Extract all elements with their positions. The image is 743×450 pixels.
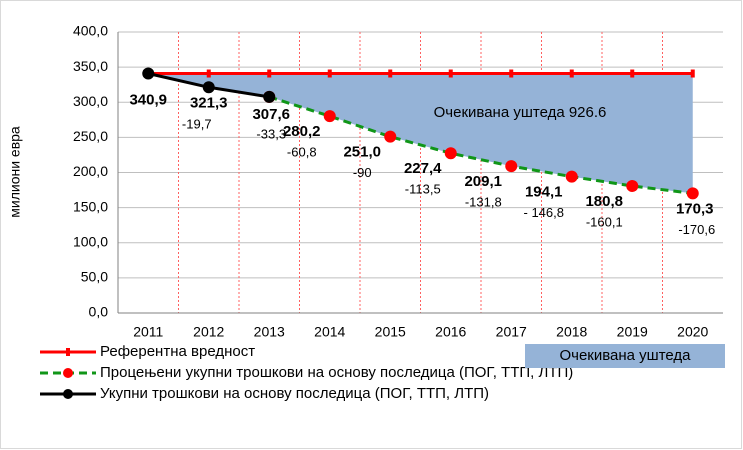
marker: [509, 69, 514, 78]
y-tick-label: 350,0: [73, 58, 108, 74]
marker: [388, 69, 393, 78]
legend-label: Укупни трошкови на основу последица (ПОГ…: [100, 385, 489, 402]
y-tick-label: 200,0: [73, 163, 108, 179]
y-tick-label: 0,0: [89, 304, 109, 320]
difference-label: -60,8: [287, 145, 317, 160]
annotation: Очекивана уштеда 926.6: [434, 104, 607, 121]
marker: [505, 160, 518, 173]
value-label: 280,2: [283, 123, 321, 140]
difference-label: -90: [353, 165, 372, 180]
marker: [323, 110, 336, 123]
marker: [444, 147, 457, 160]
marker: [690, 69, 695, 78]
y-tick-label: 250,0: [73, 128, 108, 144]
x-tick-label: 2011: [133, 324, 163, 340]
x-tick-label: 2016: [435, 324, 466, 340]
difference-label: -33,3: [256, 126, 286, 141]
marker: [384, 130, 397, 143]
value-label: 170,3: [676, 200, 714, 217]
legend-label: Процењени укупни трошкови на основу посл…: [100, 364, 573, 381]
y-tick-label: 300,0: [73, 93, 108, 109]
marker: [569, 69, 574, 78]
value-label: 340,9: [129, 91, 167, 108]
x-tick-label: 2018: [556, 324, 587, 340]
difference-label: -170,6: [678, 222, 715, 237]
legend-marker: [63, 368, 73, 378]
difference-label: - 146,8: [524, 205, 564, 220]
marker: [448, 69, 453, 78]
y-tick-label: 50,0: [81, 269, 108, 285]
x-tick-label: 2015: [375, 324, 406, 340]
marker: [630, 69, 635, 78]
x-tick-label: 2019: [617, 324, 648, 340]
difference-label: -19,7: [182, 117, 212, 132]
difference-label: -131,8: [465, 195, 502, 210]
marker: [267, 69, 272, 78]
x-tick-label: 2012: [193, 324, 224, 340]
value-label: 321,3: [190, 94, 228, 111]
y-tick-label: 100,0: [73, 233, 108, 249]
y-axis-label: милиони евра: [7, 126, 23, 218]
value-label: 251,0: [343, 144, 381, 161]
x-tick-label: 2020: [677, 324, 708, 340]
value-label: 227,4: [404, 160, 442, 177]
marker: [686, 187, 699, 200]
difference-label: -113,5: [405, 182, 441, 197]
legend-swatch: [525, 344, 725, 368]
savings-area: [148, 73, 693, 194]
marker: [565, 170, 578, 183]
value-label: 307,6: [252, 106, 290, 123]
marker: [327, 69, 332, 78]
difference-label: -160,1: [586, 214, 623, 229]
legend-marker: [66, 348, 70, 356]
marker: [202, 81, 215, 94]
x-tick-label: 2013: [254, 324, 285, 340]
legend-label: Очекивана уштеда: [559, 347, 691, 364]
marker: [626, 179, 639, 192]
value-label: 180,8: [585, 193, 623, 210]
series-line: [268, 95, 693, 195]
y-tick-label: 150,0: [73, 198, 108, 214]
legend-label: Референтна вредност: [100, 343, 255, 360]
value-label: 194,1: [525, 184, 563, 201]
marker: [206, 69, 211, 78]
x-tick-label: 2017: [496, 324, 527, 340]
legend-marker: [63, 389, 73, 399]
y-tick-label: 400,0: [73, 23, 108, 39]
x-tick-label: 2014: [314, 324, 345, 340]
marker: [263, 90, 276, 103]
marker: [142, 67, 155, 80]
value-label: 209,1: [464, 173, 502, 190]
